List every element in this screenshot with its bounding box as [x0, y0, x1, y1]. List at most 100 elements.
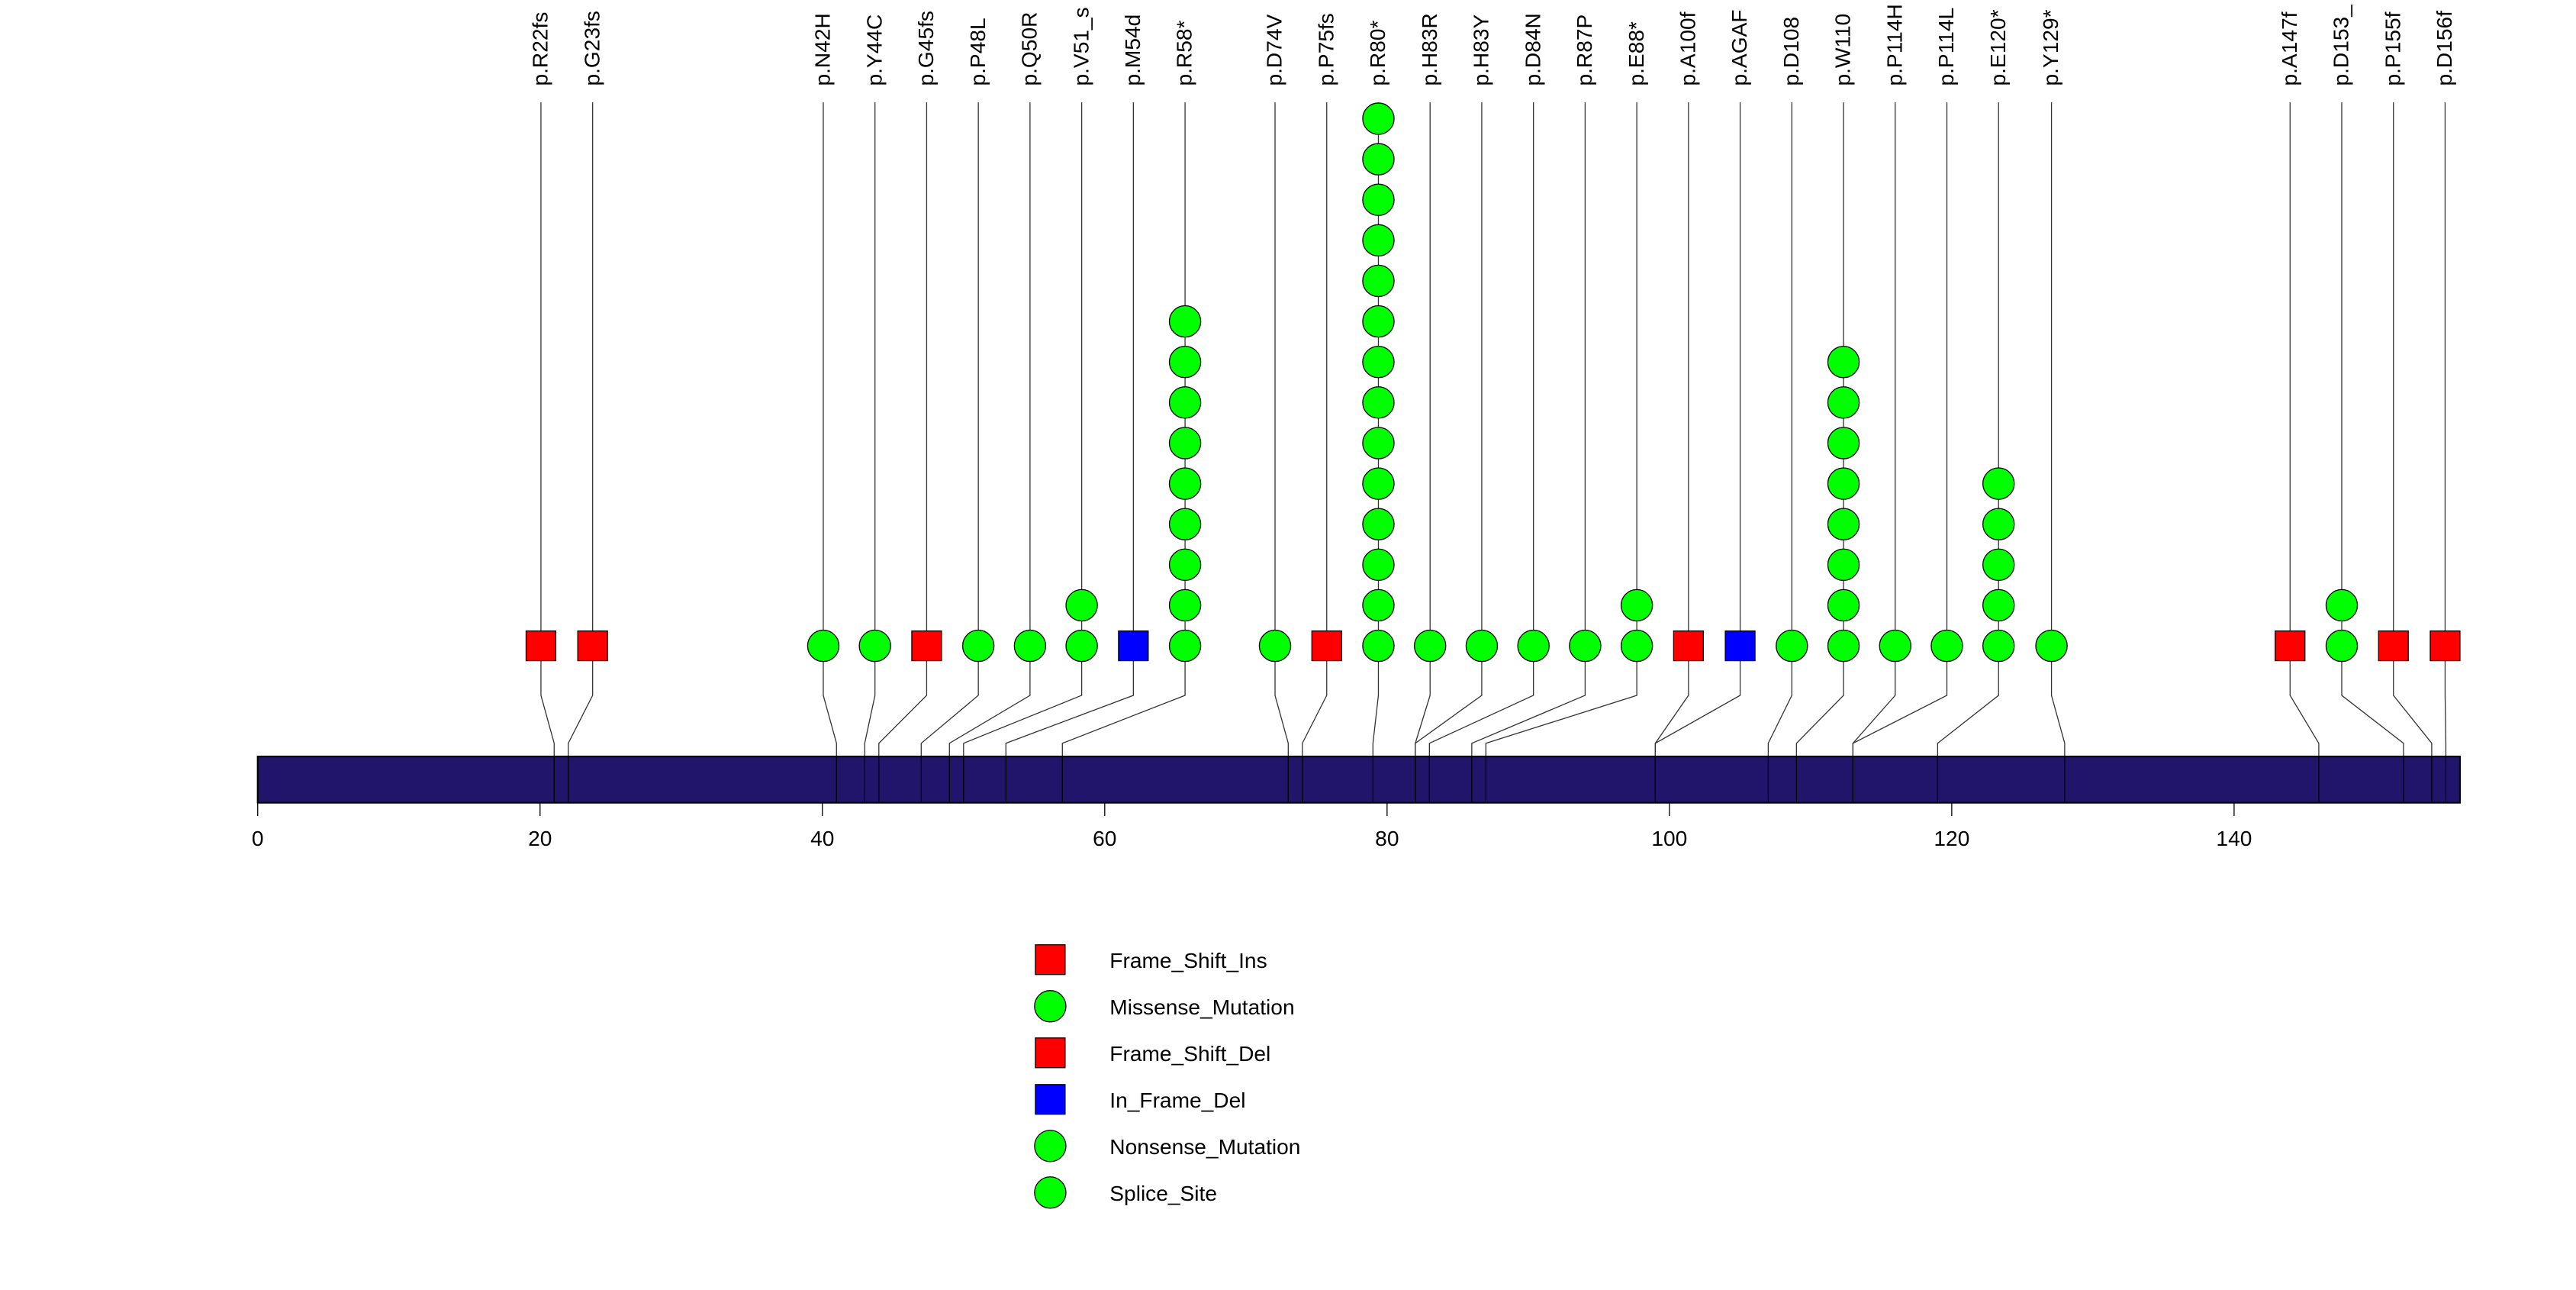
circle-marker	[1065, 629, 1098, 663]
circle-marker	[1362, 224, 1395, 257]
x-tick-label: 80	[1375, 827, 1399, 850]
circle-marker	[1362, 102, 1395, 135]
connector-line	[2393, 102, 2433, 757]
mutation-label: p.V51_s	[1069, 7, 1093, 85]
legend: Frame_Shift_Ins Missense_Mutation Frame_Sh…	[1034, 944, 1300, 1209]
circle-marker	[2325, 629, 2359, 663]
x-tick-label: 100	[1651, 827, 1687, 850]
circle-marker	[1827, 346, 1860, 379]
mutation-label: p.Y44C	[862, 15, 886, 86]
circle-marker	[1362, 589, 1395, 622]
mutation-label: p.P114H	[1882, 4, 1906, 85]
circle-marker	[1362, 143, 1395, 176]
connector-line	[878, 102, 928, 757]
mutation-label: p.D108	[1779, 17, 1803, 86]
square-marker	[911, 630, 942, 662]
circle-marker	[1930, 629, 1963, 663]
square-marker	[1724, 630, 1756, 662]
circle-marker	[1827, 427, 1860, 460]
legend-label: In_Frame_Del	[1109, 1088, 1245, 1112]
x-tick-label: 20	[528, 827, 552, 850]
square-marker	[1311, 630, 1342, 662]
circle-marker	[1362, 508, 1395, 540]
connector-line	[2444, 102, 2447, 757]
circle-marker	[1465, 629, 1499, 663]
protein-bar	[256, 755, 2462, 804]
square-marker	[2429, 630, 2461, 662]
connector-line	[2050, 102, 2066, 757]
square-marker	[2275, 630, 2306, 662]
legend-label: Splice_Site	[1109, 1182, 1217, 1205]
circle-marker	[1982, 629, 2015, 663]
mutation-label: p.R58*	[1173, 20, 1196, 85]
mutation-label: p.P75fs	[1314, 13, 1338, 85]
connector-line	[1302, 102, 1328, 757]
mutation-label: p.H83Y	[1470, 14, 1493, 85]
connector-line	[1937, 102, 1999, 757]
connector-line	[540, 102, 555, 757]
circle-marker	[1168, 508, 1202, 540]
circle-marker	[1982, 589, 2015, 622]
circle-marker	[1168, 346, 1202, 379]
mutation-label: p.E120*	[1986, 9, 2010, 85]
legend-square-icon	[1035, 944, 1066, 976]
connector-line	[823, 102, 837, 757]
circle-marker	[1982, 548, 2015, 582]
legend-circle-icon	[1034, 1176, 1067, 1209]
mutation-label: p.P114L	[1934, 8, 1958, 86]
circle-marker	[858, 629, 891, 663]
legend-label: Nonsense_Mutation	[1109, 1135, 1300, 1159]
circle-marker	[1827, 629, 1860, 663]
circle-marker	[1168, 467, 1202, 500]
circle-marker	[1776, 629, 1808, 663]
mutation-label: p.A147f	[2278, 11, 2301, 85]
legend-circle-icon	[1034, 1130, 1067, 1163]
circle-marker	[1827, 589, 1860, 622]
circle-marker	[1258, 629, 1292, 663]
circle-marker	[1362, 467, 1395, 500]
circle-marker	[1168, 305, 1202, 338]
x-tick-label: 140	[2216, 827, 2252, 850]
connector-line	[920, 102, 979, 757]
circle-marker	[1362, 264, 1395, 298]
circle-marker	[1362, 346, 1395, 379]
square-marker	[2378, 630, 2409, 662]
legend-square-icon	[1035, 1037, 1066, 1069]
square-marker	[577, 630, 608, 662]
x-tick-label: 120	[1934, 827, 1969, 850]
connector-line	[1767, 102, 1792, 757]
connector-line	[1005, 102, 1135, 757]
x-axis: 0 20 40 60 80 100 120 140	[252, 802, 2252, 850]
connector-line	[1852, 102, 1948, 757]
mutation-label: p.R22fs	[529, 12, 552, 86]
connector-line	[963, 102, 1083, 757]
circle-marker	[1168, 386, 1202, 419]
mutation-label: p.G45fs	[914, 11, 938, 86]
mutation-label: p.Y129*	[2039, 9, 2062, 85]
connector-line	[2289, 102, 2320, 757]
connector-line	[2341, 102, 2404, 757]
mutation-label: p.P155f	[2381, 11, 2404, 85]
mutation-label: p.N42H	[811, 13, 835, 85]
mutation-label: p.R80*	[1366, 20, 1389, 85]
square-marker	[1673, 630, 1704, 662]
square-marker	[525, 630, 557, 662]
legend-label: Frame_Shift_Del	[1109, 1042, 1270, 1066]
connector-line	[948, 102, 1031, 757]
circle-marker	[1362, 548, 1395, 582]
mutation-label: p.G23fs	[580, 11, 604, 86]
circle-marker	[1569, 629, 1602, 663]
mutation-label: p.D84N	[1521, 13, 1544, 85]
bar-position-marks	[553, 756, 2447, 803]
circle-marker	[1362, 305, 1395, 338]
mutation-label: p.R87P	[1573, 15, 1596, 86]
circle-marker	[1362, 183, 1395, 216]
mutation-label: p.H83R	[1418, 13, 1441, 85]
square-marker	[1118, 630, 1149, 662]
mutation-label: p.W110	[1831, 14, 1855, 86]
circle-marker	[1362, 386, 1395, 419]
circle-marker	[1827, 467, 1860, 500]
circle-marker	[1827, 548, 1860, 582]
x-tick-label: 40	[810, 827, 834, 850]
circle-marker	[1413, 629, 1447, 663]
